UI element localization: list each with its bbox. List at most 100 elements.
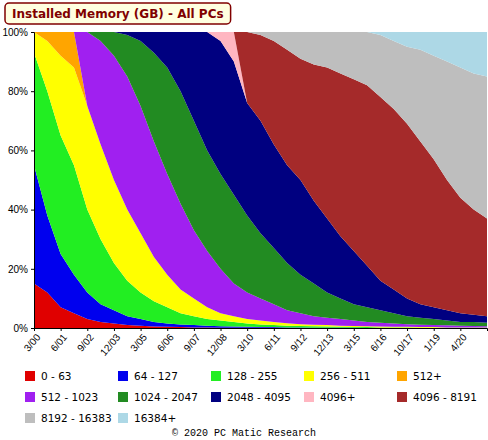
x-tick-label: 12/08: [205, 331, 230, 358]
legend-swatch: [118, 392, 128, 402]
y-tick-label: 100%: [2, 27, 28, 38]
x-tick-mark: [87, 328, 88, 331]
legend-swatch: [397, 392, 407, 402]
x-tick: 3/05: [128, 328, 149, 354]
legend-item: 0 - 63: [25, 370, 72, 382]
x-tick: 12/03: [98, 328, 123, 358]
legend-label: 16384+: [134, 412, 176, 424]
x-tick-label: 3/15: [341, 331, 362, 353]
legend-label: 4096 - 8191: [413, 391, 477, 403]
legend-swatch: [118, 371, 128, 381]
x-tick-label: 10/17: [391, 331, 416, 358]
x-tick-mark: [407, 328, 408, 331]
y-tick-label: 0%: [14, 323, 29, 334]
legend-swatch: [118, 413, 128, 423]
x-tick-mark: [274, 328, 275, 331]
legend-item: 4096+: [304, 391, 356, 403]
y-tick-mark: [31, 269, 34, 270]
legend-item: 2048 - 4095: [211, 391, 291, 403]
y-tick: 40%: [8, 204, 34, 215]
x-tick-label: 12/13: [311, 331, 336, 358]
legend-swatch: [304, 371, 314, 381]
legend-swatch: [211, 371, 221, 381]
x-tick: 10/17: [391, 328, 416, 358]
legend-swatch: [304, 392, 314, 402]
legend-item: 4096 - 8191: [397, 391, 477, 403]
title-box: Installed Memory (GB) - All PCs: [5, 3, 231, 24]
x-tick-mark: [434, 328, 435, 331]
legend-label: 512+: [413, 370, 442, 382]
legend-item: 16384+: [118, 412, 176, 424]
x-tick-mark: [247, 328, 248, 331]
y-tick: 100%: [2, 27, 34, 38]
x-tick: 1/19: [421, 328, 442, 354]
x-tick-label: 6/06: [155, 331, 176, 353]
x-tick: 6/06: [155, 328, 176, 354]
x-tick-label: 6/01: [48, 331, 69, 353]
y-tick: 80%: [8, 86, 34, 97]
x-tick-label: 4/20: [448, 331, 469, 353]
y-tick: 60%: [8, 145, 34, 156]
x-tick-mark: [61, 328, 62, 331]
y-tick-mark: [31, 32, 34, 33]
legend: 0 - 63 64 - 127 128 - 255 256 - 511 512+ 512 …: [25, 370, 477, 424]
legend-label: 4096+: [320, 391, 356, 403]
y-tick-label: 40%: [8, 204, 28, 215]
y-tick-label: 20%: [8, 264, 28, 275]
legend-swatch: [25, 413, 35, 423]
y-tick-mark: [31, 210, 34, 211]
area-layer: [34, 32, 487, 316]
x-tick-mark: [34, 328, 35, 331]
x-tick-label: 9/02: [75, 331, 96, 353]
area-layer: [34, 32, 487, 76]
x-tick-mark: [167, 328, 168, 331]
legend-swatch: [397, 371, 407, 381]
x-tick-label: 9/07: [181, 331, 202, 353]
x-tick-label: 6/11: [262, 331, 283, 353]
area-layer: [34, 32, 487, 327]
legend-item: 1024 - 2047: [118, 391, 198, 403]
x-tick-mark: [114, 328, 115, 331]
chart-title: Installed Memory (GB) - All PCs: [12, 7, 224, 21]
area-layer: [34, 32, 487, 316]
x-axis: 3/006/01 9/0212/033/05 6/069/0712/083/10 6/…: [22, 328, 488, 358]
x-tick: 6/01: [48, 328, 69, 354]
legend-item: 64 - 127: [118, 370, 178, 382]
y-axis-line: [31, 33, 35, 329]
x-tick-mark: [354, 328, 355, 331]
x-tick-label: 3/10: [235, 331, 256, 353]
legend-swatch: [211, 392, 221, 402]
x-tick-label: 9/12: [288, 331, 309, 353]
x-tick: 9/07: [181, 328, 202, 354]
x-tick: 12/08: [205, 328, 230, 358]
area-layer: [34, 32, 487, 218]
x-tick-label: 6/16: [368, 331, 389, 353]
x-tick-label: 1/19: [421, 331, 442, 353]
legend-label: 2048 - 4095: [227, 391, 291, 403]
y-tick-mark: [31, 150, 34, 151]
x-tick-mark: [327, 328, 328, 331]
legend-label: 1024 - 2047: [134, 391, 198, 403]
y-tick-label: 80%: [8, 86, 28, 97]
legend-item: 128 - 255: [211, 370, 278, 382]
legend-item: 512+: [397, 370, 442, 382]
area-layer: [34, 32, 487, 326]
legend-swatch: [25, 371, 35, 381]
legend-label: 512 - 1023: [41, 391, 98, 403]
x-tick-label: 12/03: [98, 331, 123, 358]
y-tick-label: 60%: [8, 145, 28, 156]
x-tick: 3/15: [341, 328, 362, 354]
x-tick-mark: [300, 328, 301, 331]
x-axis-line: [35, 329, 488, 332]
x-tick-label: 3/00: [22, 331, 43, 353]
x-tick: 4/20: [448, 328, 469, 354]
legend-label: 8192 - 16383: [41, 412, 112, 424]
x-tick: 9/02: [75, 328, 96, 354]
x-tick: 3/10: [235, 328, 256, 354]
legend-swatch: [25, 392, 35, 402]
legend-item: 256 - 511: [304, 370, 371, 382]
area-layer: [34, 32, 487, 328]
x-tick-mark: [460, 328, 461, 331]
legend-label: 0 - 63: [41, 370, 72, 382]
x-tick: 3/00: [22, 328, 43, 354]
